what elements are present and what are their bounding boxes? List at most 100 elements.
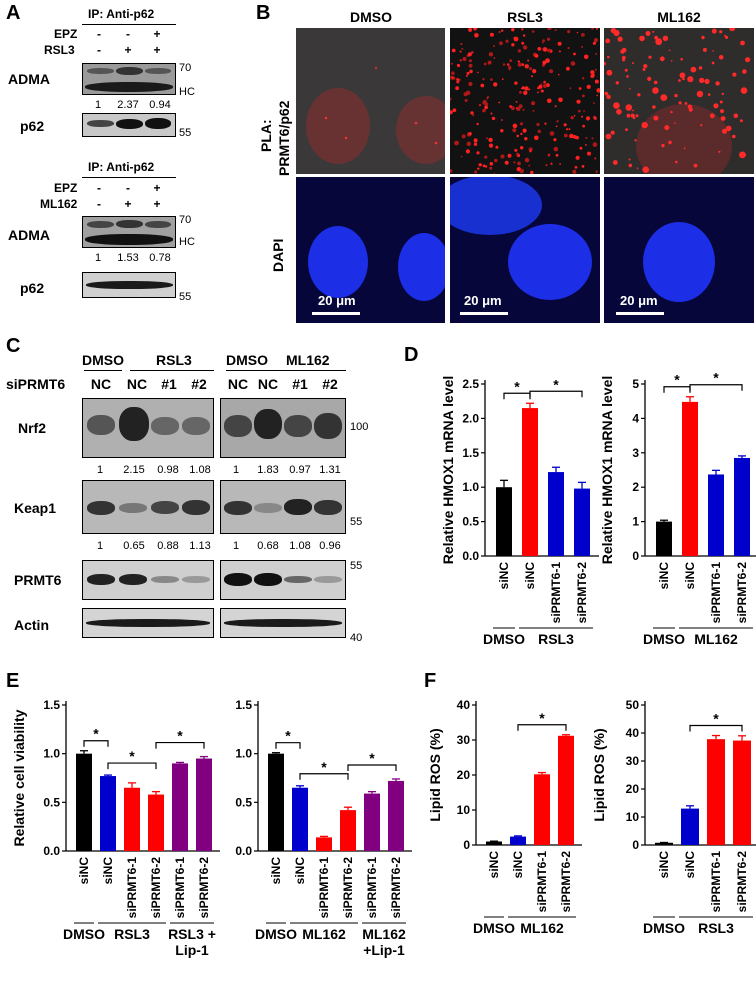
marker-55b: 55 [350,560,363,572]
x-tick-label: siNC [511,851,525,879]
y-tick-label: 2 [632,480,639,494]
scale-bar-label: 20 μm [464,293,502,308]
bar [496,487,512,556]
keap1-quant: 1.08 [289,540,311,552]
sign: - [97,43,101,57]
bar [388,780,404,851]
lane-label: #1 [161,376,177,392]
marker-55: 55 [350,516,363,528]
bar [100,776,116,851]
x-tick-label: siPRMT6-2 [735,562,749,624]
ladder-55-1: 55 [179,127,192,139]
sign: + [153,181,161,195]
y-tick-label: 40 [457,698,471,712]
adma-label-1: ADMA [8,71,50,87]
x-tick-label: siNC [487,851,501,879]
x-tick-label: siPRMT6-1 [365,857,379,919]
y-tick-label: 0 [632,838,639,852]
sign: + [153,43,161,57]
lane-label: NC [257,376,279,392]
x-tick-label: siNC [657,851,671,879]
keap1-blot-ml162 [220,480,346,534]
x-tick-label: siPRMT6-2 [389,857,403,919]
group-label: RSL3 [538,631,574,647]
bar [707,739,725,845]
actin-blot-rsl3 [82,608,214,638]
keap1-quant: 0.96 [319,540,341,552]
sig-bracket [155,741,205,749]
protein-label-actin: Actin [14,617,49,633]
keap1-quant: 0.68 [257,540,279,552]
x-tick-label: siPRMT6-1 [317,857,331,919]
group-label: DMSO [643,631,685,647]
bar [558,735,574,845]
ladder-70-2: 70 [179,214,192,226]
y-tick-label: 1.0 [235,747,252,761]
nrf2-quant: 1.83 [257,464,279,476]
bar [681,808,699,845]
nrf2-quant: 1 [96,464,104,476]
bar [76,753,92,851]
sig-star: * [177,728,183,744]
panel-label-b: B [256,2,271,24]
keap1-blot-rsl3 [82,480,214,534]
x-tick-label: siPRMT6-1 [535,851,549,913]
lane-label: #2 [191,376,207,392]
group-dmso-2: DMSO [226,352,268,368]
bar [733,740,751,845]
x-tick-label: siPRMT6-1 [549,562,563,624]
hc-label-2: HC [179,236,195,248]
y-axis-label: Lipid ROS (%) [427,728,443,821]
y-tick-label: 5 [632,377,639,391]
actin-blot-ml162 [220,608,346,638]
sig-bracket [689,724,743,732]
p62-blot-1 [82,113,176,137]
group-label: DMSO [255,926,297,942]
group-label: ML162 [302,926,346,942]
group-dmso-1: DMSO [82,352,124,368]
ip-title-2: IP: Anti-p62 [88,160,155,174]
y-tick-label: 10 [626,810,640,824]
y-tick-label: 20 [457,768,471,782]
micrograph-dapi-dmso [296,177,445,323]
x-tick-label: siNC [683,562,697,590]
ip-underline-2 [82,177,176,178]
scale-bar [616,312,664,315]
y-tick-label: 20 [626,782,640,796]
x-tick-label: siNC [77,857,91,885]
quant-a2: 1 [94,252,102,264]
y-tick-label: 40 [626,726,640,740]
sig-bracket [689,384,743,391]
group-label: ML162 [694,631,738,647]
group-rsl3: RSL3 [156,352,192,368]
hc-label-1: HC [179,86,195,98]
x-tick-label: siPRMT6-2 [575,562,589,624]
group-label: RSL3 [698,920,734,936]
y-tick-label: 1.5 [43,698,60,712]
x-tick-label: siPRMT6-2 [341,857,355,919]
bar [486,841,502,845]
sig-bracket [107,762,157,770]
nrf2-quant: 1 [232,464,240,476]
quant-a2: 0.78 [149,252,171,264]
sig-bracket [517,724,567,731]
x-tick-label: siPRMT6-2 [149,857,163,919]
siprmt6-label: siPRMT6 [6,376,66,392]
ladder-55-2: 55 [179,291,192,303]
group-ml162: ML162 [286,352,330,368]
micrograph-pla-ml162 [604,28,754,174]
sig-bracket [275,742,301,749]
y-tick-label: 0.5 [462,515,479,529]
keap1-quant: 0.88 [157,540,179,552]
micrograph-pla-rsl3 [450,28,600,174]
bar [364,793,380,851]
bar [510,836,526,845]
sig-star: * [713,711,719,727]
sign: + [153,27,161,41]
micrograph-dapi-rsl3 [450,177,600,323]
y-tick-label: 0.0 [43,844,60,858]
group-label: RSL3 + [168,926,216,942]
row-label-epz-1: EPZ [54,27,78,41]
x-tick-label: siPRMT6-1 [173,857,187,919]
